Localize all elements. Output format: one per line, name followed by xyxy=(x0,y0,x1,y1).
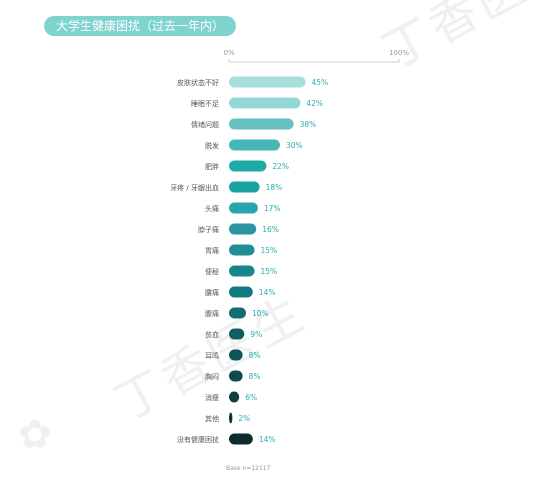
value-label: 8% xyxy=(249,351,261,360)
value-label: 6% xyxy=(245,393,257,402)
x-tick-label: 0% xyxy=(223,49,234,57)
category-label: 胸闷 xyxy=(205,372,219,381)
category-label: 耳鸣 xyxy=(205,351,219,360)
value-label: 17% xyxy=(264,204,281,213)
bar xyxy=(229,97,301,109)
value-label: 9% xyxy=(250,330,262,339)
bar xyxy=(229,181,260,193)
value-label: 8% xyxy=(249,372,261,381)
bar xyxy=(229,244,255,256)
category-label: 脖子痛 xyxy=(198,225,219,234)
value-label: 16% xyxy=(262,225,279,234)
bar xyxy=(229,391,240,403)
chart-title: 大学生健康困扰（过去一年内） xyxy=(44,16,237,36)
bar xyxy=(229,160,267,172)
category-label: 牙疼 / 牙龈出血 xyxy=(170,183,219,192)
category-label: 没有健康困扰 xyxy=(177,435,219,444)
bar xyxy=(229,286,253,298)
value-label: 42% xyxy=(306,99,323,108)
value-label: 15% xyxy=(261,246,278,255)
category-label: 脱发 xyxy=(205,141,219,150)
bar xyxy=(229,349,243,361)
bar xyxy=(229,265,255,277)
bar xyxy=(229,118,294,130)
bar xyxy=(229,139,280,151)
category-label: 皮肤状态不好 xyxy=(177,78,219,87)
category-label: 腰痛 xyxy=(205,288,219,297)
category-label: 腹痛 xyxy=(205,309,219,318)
bar xyxy=(229,412,233,424)
category-label: 睡眠不足 xyxy=(191,100,219,108)
value-label: 38% xyxy=(300,120,317,129)
bar xyxy=(229,433,253,445)
value-label: 15% xyxy=(261,267,278,276)
category-label: 情绪问题 xyxy=(191,120,219,129)
bar xyxy=(229,202,258,214)
category-label: 贫血 xyxy=(205,330,219,339)
category-label: 肥胖 xyxy=(205,162,219,171)
x-tick-label: 100% xyxy=(389,49,409,57)
bar xyxy=(229,76,306,88)
value-label: 10% xyxy=(252,309,269,318)
sample-size-note: Base n=12117 xyxy=(226,465,271,472)
value-label: 14% xyxy=(259,288,276,297)
category-label: 胃痛 xyxy=(205,246,219,255)
value-label: 18% xyxy=(266,183,283,192)
category-label: 其他 xyxy=(205,414,219,423)
value-label: 30% xyxy=(286,141,303,150)
category-label: 消瘦 xyxy=(205,393,219,402)
value-label: 45% xyxy=(312,78,329,87)
category-label: 头痛 xyxy=(205,204,219,213)
bar xyxy=(229,328,245,340)
category-label: 便秘 xyxy=(205,267,219,276)
value-label: 2% xyxy=(238,414,250,423)
value-label: 14% xyxy=(259,435,276,444)
bar xyxy=(229,370,243,382)
leaf-logo-icon: ✿ xyxy=(18,412,52,458)
bar xyxy=(229,223,257,235)
value-label: 22% xyxy=(272,162,289,171)
bar xyxy=(229,307,246,319)
